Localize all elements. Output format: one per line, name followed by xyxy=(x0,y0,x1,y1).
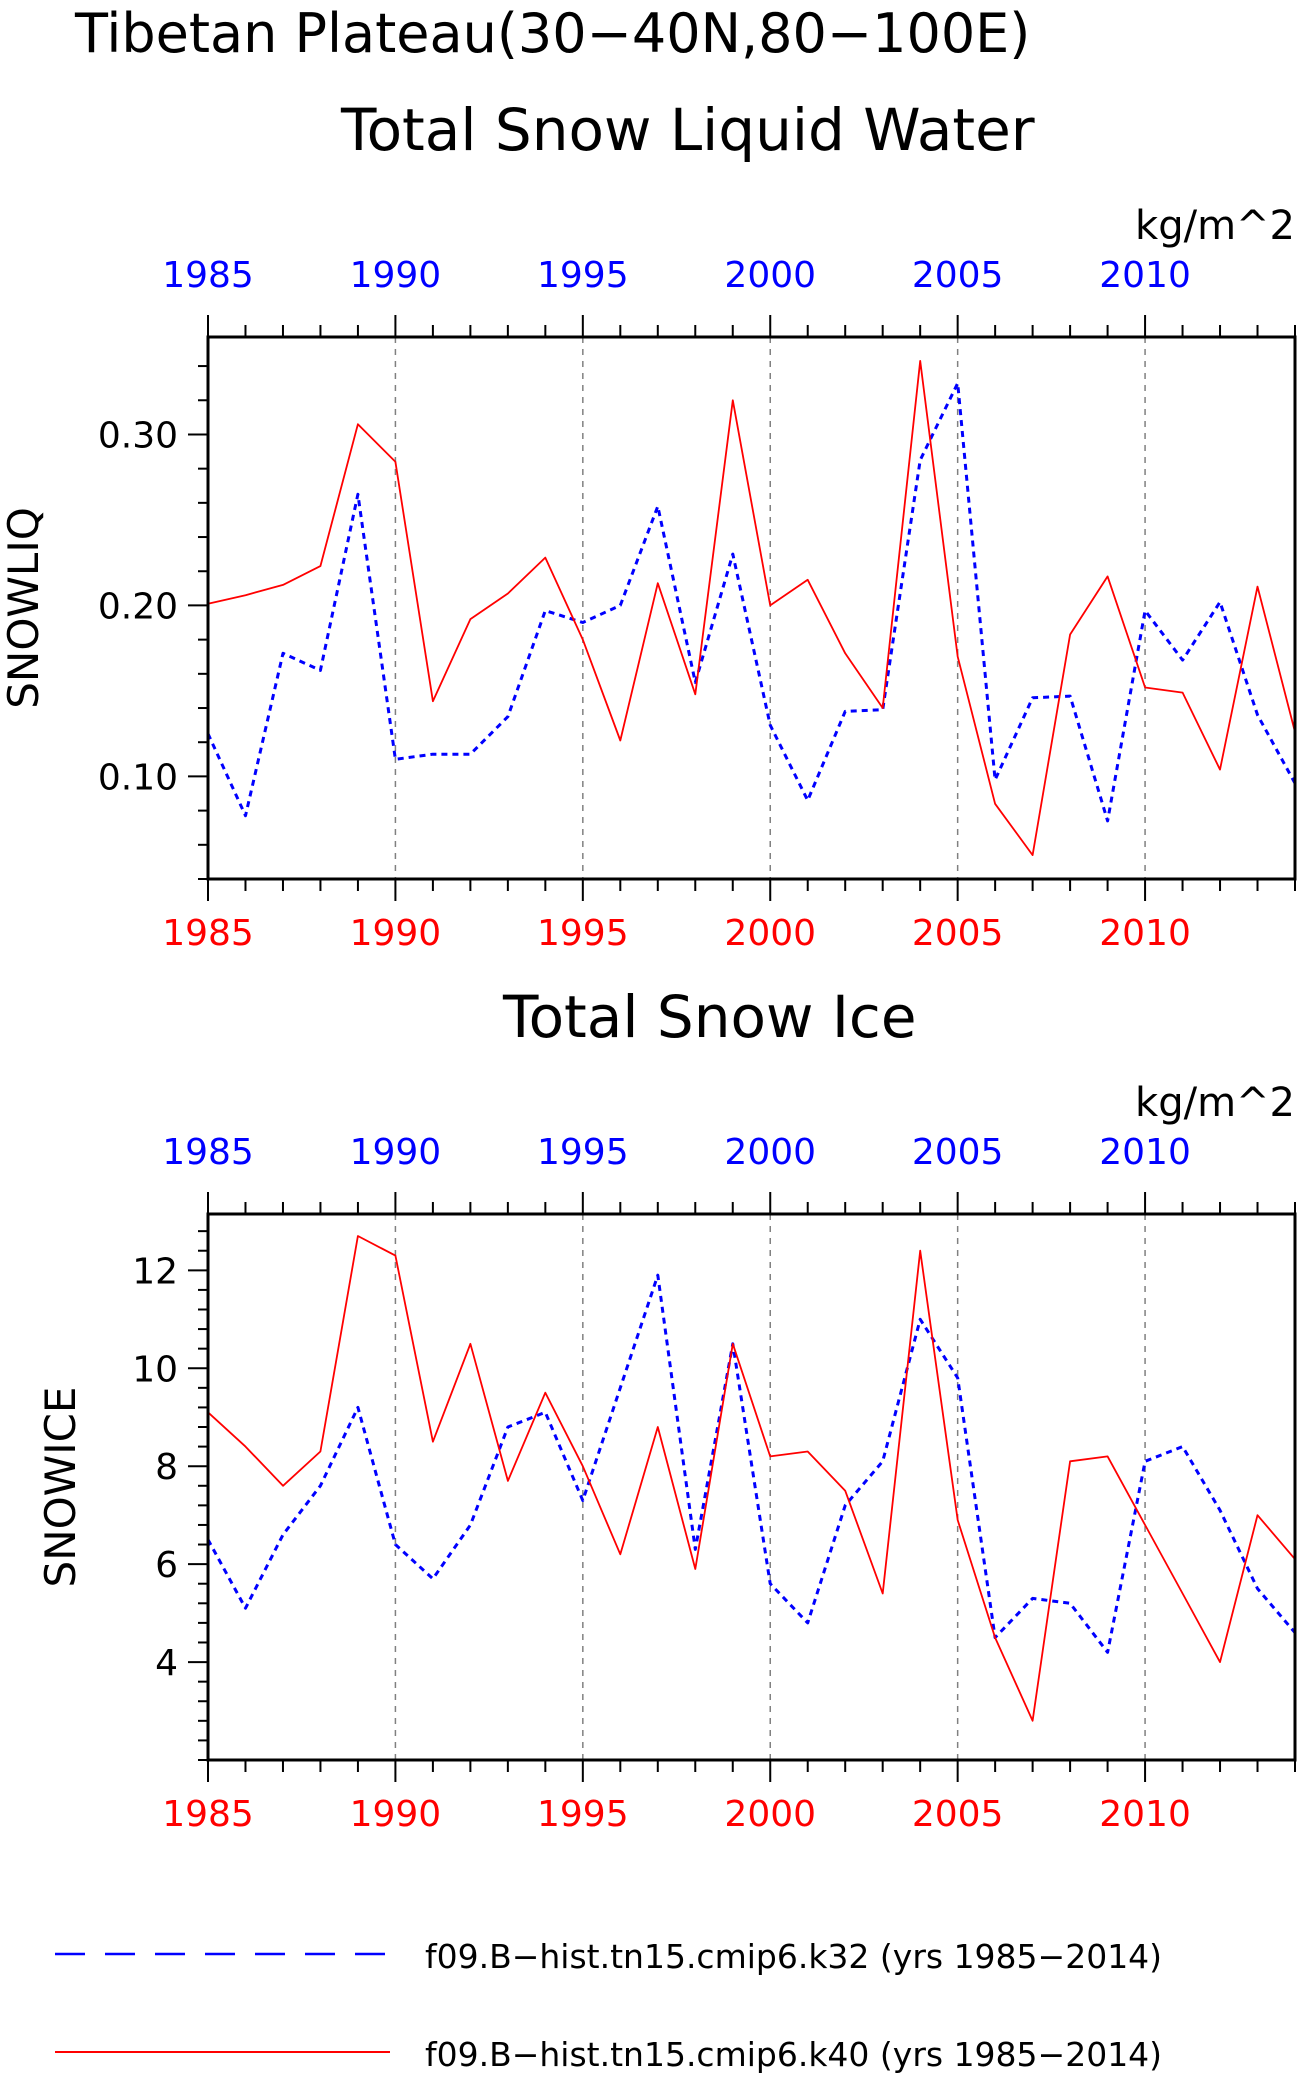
snowliq-top-xtick-label: 1990 xyxy=(350,255,442,296)
snowliq-units-label: kg/m^2 xyxy=(1135,203,1295,249)
snowice-bottom-xtick-label: 2005 xyxy=(912,1794,1004,1835)
snowice-units-label: kg/m^2 xyxy=(1135,1080,1295,1126)
snowice-ytick-label: 8 xyxy=(155,1447,178,1488)
snowice-top-xtick-label: 1985 xyxy=(162,1132,254,1173)
snowice-bottom-xtick-label: 2010 xyxy=(1099,1794,1191,1835)
snowliq-top-xtick-label: 2010 xyxy=(1099,255,1191,296)
snowice-plot-frame xyxy=(206,1212,1297,1762)
snowice-ytick-label: 12 xyxy=(132,1251,178,1292)
snowliq-bottom-xtick-label: 1995 xyxy=(537,913,629,954)
main-title: Tibetan Plateau(30−40N,80−100E) xyxy=(74,2,1030,65)
snowliq-plot-frame xyxy=(206,335,1297,881)
snowice-ytick-label: 10 xyxy=(132,1349,178,1390)
panel1-title: Total Snow Liquid Water xyxy=(340,96,1035,164)
snowliq-top-xtick-label: 2005 xyxy=(912,255,1004,296)
snowliq-bottom-xtick-label: 1990 xyxy=(350,913,442,954)
snowice-top-xtick-label: 2010 xyxy=(1099,1132,1191,1173)
snowliq-top-xtick-label: 1995 xyxy=(537,255,629,296)
snowliq-series-k40 xyxy=(207,359,1296,856)
snowice-bottom-xtick-label: 1990 xyxy=(350,1794,442,1835)
legend-k40-label: f09.B−hist.tn15.cmip6.k40 (yrs 1985−2014… xyxy=(425,2035,1162,2074)
snowice-ytick-label: 4 xyxy=(155,1643,178,1684)
snowice-series-k40 xyxy=(207,1235,1296,1722)
panel2-title: Total Snow Ice xyxy=(502,983,917,1051)
snowliq-top-xtick-label: 1985 xyxy=(162,255,254,296)
snowice-panel: 1985 1985 1990 1990 1995 1995 2000 2000 2005 2005… xyxy=(36,1080,1297,1835)
legend: f09.B−hist.tn15.cmip6.k32 (yrs 1985−2014… xyxy=(55,1937,1162,2074)
snowice-top-xtick-label: 2005 xyxy=(912,1132,1004,1173)
snowice-top-xtick-label: 2000 xyxy=(724,1132,816,1173)
snowliq-top-xtick-label: 2000 xyxy=(724,255,816,296)
snowliq-bottom-xtick-label: 1985 xyxy=(162,913,254,954)
snowice-top-xtick-label: 1995 xyxy=(537,1132,629,1173)
snowliq-bottom-xtick-label: 2000 xyxy=(724,913,816,954)
snowliq-panel: 1985 1985 1990 1990 1995 1995 2000 2000 2005 2005… xyxy=(0,203,1297,954)
snowice-bottom-xtick-label: 1985 xyxy=(162,1794,254,1835)
snowice-y-axis-label: SNOWICE xyxy=(36,1387,85,1588)
snowice-series-k32 xyxy=(206,1273,1297,1654)
snowliq-ytick-label: 0.20 xyxy=(98,586,178,627)
snowice-bottom-xtick-label: 1995 xyxy=(537,1794,629,1835)
legend-k32-label: f09.B−hist.tn15.cmip6.k32 (yrs 1985−2014… xyxy=(425,1937,1162,1976)
snowice-ytick-label: 6 xyxy=(155,1545,178,1586)
snowice-top-xtick-label: 1990 xyxy=(350,1132,442,1173)
snowliq-y-axis-label: SNOWLIQ xyxy=(0,507,48,709)
snowliq-bottom-xtick-label: 2010 xyxy=(1099,913,1191,954)
snowliq-ytick-label: 0.30 xyxy=(98,415,178,456)
snowice-bottom-xtick-label: 2000 xyxy=(724,1794,816,1835)
snowliq-ytick-label: 0.10 xyxy=(98,757,178,798)
snowliq-bottom-xtick-label: 2005 xyxy=(912,913,1004,954)
snowliq-series-k32 xyxy=(206,381,1297,823)
